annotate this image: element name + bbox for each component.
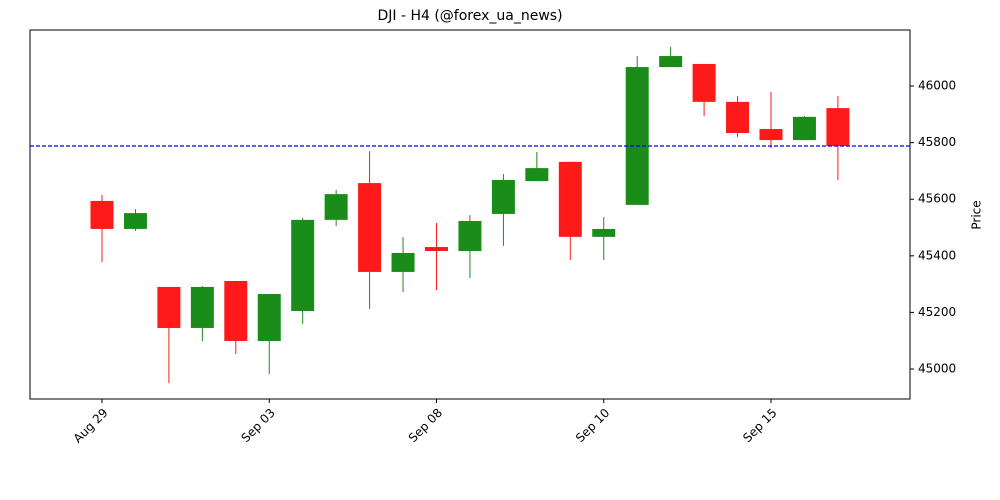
y-tick-label: 45800: [918, 135, 956, 149]
y-tick-label: 45600: [918, 192, 956, 206]
candle-body: [558, 161, 582, 237]
x-tick-label: Sep 15: [740, 406, 779, 445]
candle-body: [391, 252, 415, 272]
x-tick-label: Sep 10: [573, 406, 612, 445]
candle-body: [257, 294, 281, 341]
y-tick-label: 45400: [918, 248, 956, 262]
candle-body: [291, 219, 315, 311]
candle-body: [123, 213, 147, 229]
candle-body: [792, 116, 816, 141]
y-axis-label: Price: [970, 200, 984, 229]
plot-frame: [29, 29, 911, 400]
y-tick-label: 45000: [918, 362, 956, 376]
candle-body: [224, 280, 248, 341]
candle-body: [592, 228, 616, 237]
candle-body: [458, 221, 482, 252]
candle-body: [358, 183, 382, 272]
candle-body: [525, 168, 549, 182]
candle-body: [826, 108, 850, 147]
candle-body: [659, 56, 683, 68]
candle-body: [190, 286, 214, 328]
candle-body: [90, 200, 114, 229]
candle-body: [324, 194, 348, 220]
candle-body: [491, 179, 515, 214]
candle-body: [425, 247, 448, 252]
chart-title: DJI - H4 (@forex_ua_news): [377, 8, 562, 24]
y-tick-label: 45200: [918, 305, 956, 319]
candle-body: [157, 286, 181, 328]
x-tick-label: Aug 29: [71, 406, 111, 446]
candle-body: [726, 101, 750, 134]
candle-body: [692, 63, 716, 102]
x-tick-label: Sep 03: [238, 406, 277, 445]
x-tick-label: Sep 08: [406, 406, 445, 445]
candle-body: [759, 129, 783, 141]
y-tick-label: 46000: [918, 79, 956, 93]
candle-body: [625, 67, 649, 205]
